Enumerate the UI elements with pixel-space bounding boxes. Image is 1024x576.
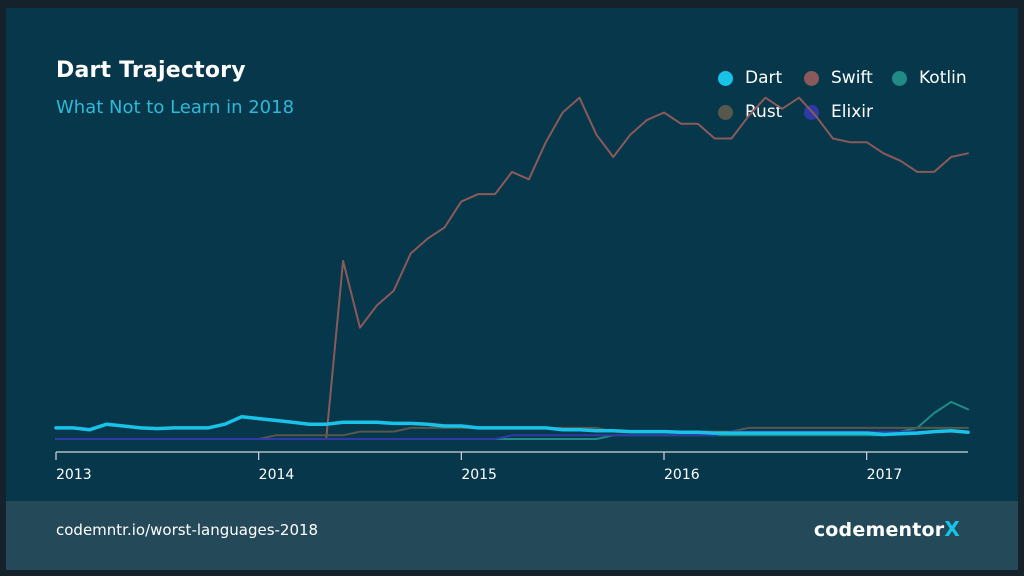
legend-label-rust: Rust (745, 102, 783, 122)
legend-item-rust: Rust (718, 102, 782, 122)
legend-item-dart: Dart (718, 68, 782, 88)
legend-item-swift: Swift (804, 68, 873, 88)
brand-logo: codementorX (814, 517, 960, 541)
chart-title: Dart Trajectory (56, 58, 246, 83)
series-line-dart (54, 414, 970, 437)
legend-swatch-kotlin (892, 70, 907, 86)
legend-label-dart: Dart (745, 68, 783, 88)
chart-subtitle: What Not to Learn in 2018 (56, 97, 295, 118)
legend-swatch-dart (718, 70, 733, 86)
legend: Dart Swift Kotlin Rust Elixir (6, 8, 1018, 148)
legend-swatch-rust (718, 104, 733, 120)
legend-label-swift: Swift (831, 68, 873, 88)
footer: codemntr.io/worst-languages-2018 codemen… (6, 501, 1018, 570)
legend-item-kotlin: Kotlin (892, 68, 967, 88)
legend-label-kotlin: Kotlin (919, 68, 967, 88)
line-chart: 2013 2014 2015 2016 2017 (54, 96, 970, 483)
legend-label-elixir: Elixir (831, 102, 873, 122)
chart-card: Dart Trajectory What Not to Learn in 201… (6, 8, 1018, 570)
series-line-swift (55, 96, 969, 440)
x-tick-label: 2014 (259, 467, 295, 483)
x-tick-label: 2017 (867, 467, 903, 483)
legend-swatch-swift (804, 70, 819, 86)
brand-text: codementor (813, 519, 945, 541)
footer-url: codemntr.io/worst-languages-2018 (56, 521, 319, 539)
x-tick-label: 2016 (664, 467, 700, 483)
x-tick-label: 2015 (461, 467, 497, 483)
x-tick-label: 2013 (56, 467, 92, 483)
brand-x-mark: X (944, 517, 960, 541)
